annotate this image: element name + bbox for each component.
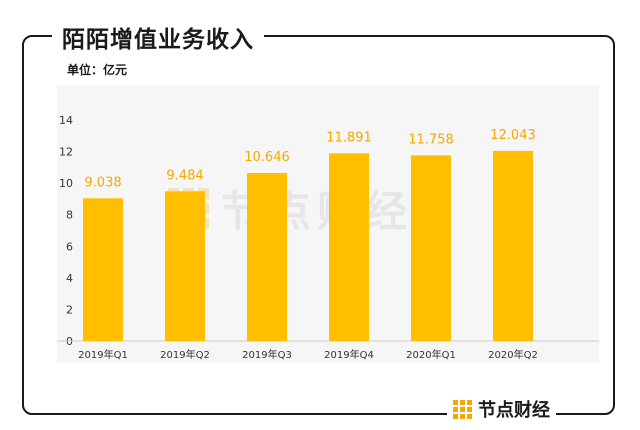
y-tick-label: 4 bbox=[66, 272, 73, 285]
x-tick-label: 2019年Q1 bbox=[78, 348, 128, 361]
brand-logo-icon bbox=[453, 399, 472, 419]
data-label: 9.038 bbox=[84, 175, 121, 190]
bar bbox=[247, 172, 287, 341]
title-container: 陌陌增值业务收入 bbox=[52, 20, 264, 54]
chart-title: 陌陌增值业务收入 bbox=[62, 27, 254, 53]
y-tick-label: 10 bbox=[59, 177, 73, 190]
y-tick-label: 14 bbox=[59, 114, 73, 127]
data-label: 12.043 bbox=[490, 128, 536, 143]
y-tick-label: 12 bbox=[59, 146, 73, 159]
data-label: 10.646 bbox=[244, 150, 290, 165]
data-label: 11.758 bbox=[408, 132, 454, 147]
brand-footer: 节点财经 bbox=[447, 396, 556, 422]
x-tick-label: 2020年Q1 bbox=[406, 348, 456, 361]
data-label: 9.484 bbox=[166, 168, 203, 183]
x-tick-label: 2019年Q3 bbox=[242, 348, 292, 361]
x-tick-label: 2019年Q2 bbox=[160, 348, 210, 361]
y-tick-label: 8 bbox=[66, 209, 73, 222]
data-label: 11.891 bbox=[326, 130, 372, 145]
y-tick-label: 6 bbox=[66, 240, 73, 253]
bar bbox=[329, 153, 369, 341]
y-tick-label: 2 bbox=[66, 303, 73, 316]
bar bbox=[411, 155, 451, 341]
x-tick-label: 2020年Q2 bbox=[488, 348, 538, 361]
bar bbox=[165, 191, 205, 341]
brand-name: 节点财经 bbox=[478, 400, 550, 421]
chart-frame bbox=[22, 35, 615, 415]
bar bbox=[83, 198, 123, 341]
x-tick-label: 2019年Q4 bbox=[324, 348, 374, 361]
unit-label: 单位：亿元 bbox=[67, 63, 128, 77]
bar bbox=[493, 150, 533, 341]
